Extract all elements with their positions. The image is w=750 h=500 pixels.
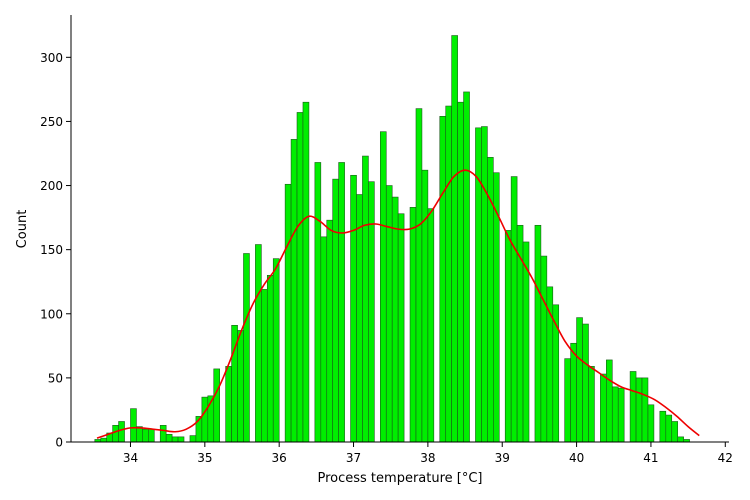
histogram-bar (439, 116, 447, 443)
histogram-bar (421, 169, 429, 443)
histogram-bar (671, 421, 678, 443)
histogram-bars (94, 35, 690, 443)
histogram-bar (112, 425, 119, 443)
histogram-bar (118, 421, 125, 443)
histogram-bar (397, 213, 405, 443)
x-tick-label: 42 (718, 451, 733, 465)
histogram-bar (332, 178, 339, 443)
histogram-bar (385, 185, 393, 443)
histogram-bar (362, 155, 369, 443)
histogram-bar (588, 366, 595, 443)
histogram-bar (629, 371, 637, 443)
histogram-bar (611, 386, 619, 443)
histogram-bar (243, 253, 250, 443)
histogram-bar (534, 224, 542, 443)
histogram-bar (415, 108, 423, 443)
histogram-bar (463, 91, 470, 443)
histogram-bar (130, 408, 137, 443)
histogram-bar (445, 105, 452, 443)
histogram-bar (576, 317, 583, 443)
histogram-bar (261, 289, 268, 443)
x-tick-label: 38 (420, 451, 435, 465)
kde-curve (96, 169, 700, 439)
histogram-bar (201, 396, 209, 443)
histogram-bar (510, 176, 518, 443)
histogram-bar (356, 194, 363, 443)
histogram-bar (272, 258, 280, 443)
histogram-bar (338, 162, 345, 443)
histogram-bar (659, 410, 667, 443)
histogram-bar (284, 183, 292, 443)
histogram-bar (368, 181, 375, 443)
histogram-bar (379, 131, 387, 443)
histogram-bar (647, 404, 655, 443)
histogram-bar (606, 359, 613, 443)
histogram-bar (171, 436, 179, 443)
histogram-bar (213, 368, 220, 443)
histogram-bar (600, 373, 607, 443)
y-axis-ticks: 0 50 100 150 200 250 300 (40, 51, 71, 450)
y-tick-label: 300 (40, 51, 63, 65)
histogram-bar (481, 126, 488, 443)
histogram-bar (326, 219, 334, 443)
y-axis-label: Count (15, 210, 30, 249)
x-axis-ticks: 34 35 36 37 38 39 40 41 42 (123, 442, 733, 465)
histogram-bar (635, 377, 643, 443)
histogram-bar (314, 162, 322, 443)
histogram-bar (617, 387, 625, 443)
histogram-bar (290, 139, 298, 443)
y-tick-label: 200 (40, 179, 63, 193)
x-axis-label: Process temperature [°C] (317, 471, 482, 486)
histogram-bar (451, 35, 458, 443)
histogram-bar (142, 428, 149, 443)
x-tick-label: 40 (569, 451, 584, 465)
histogram-bar (665, 414, 673, 443)
histogram-bar (540, 255, 548, 443)
y-tick-label: 100 (40, 307, 63, 321)
histogram-bar (582, 323, 589, 443)
histogram-bar (457, 101, 464, 443)
histogram-bar (641, 377, 649, 443)
histogram-bar (409, 207, 417, 443)
y-tick-label: 150 (40, 243, 63, 257)
y-tick-label: 0 (55, 436, 63, 450)
histogram-bar (296, 112, 304, 443)
histogram-bar (177, 436, 185, 443)
x-tick-label: 39 (495, 451, 510, 465)
x-tick-label: 34 (123, 451, 138, 465)
histogram-bar (504, 230, 512, 443)
histogram-bar (255, 244, 262, 443)
histogram-bar (677, 436, 684, 443)
y-tick-label: 50 (48, 371, 63, 385)
histogram-bar (266, 274, 274, 443)
histogram-bar (350, 174, 357, 443)
histogram-bar (475, 127, 482, 443)
histogram-bar (136, 426, 143, 443)
histogram-bar (189, 435, 197, 443)
histogram-bar (225, 366, 232, 443)
histogram-bar (427, 208, 435, 443)
y-tick-label: 250 (40, 115, 63, 129)
histogram-bar (320, 236, 328, 443)
histogram-bar (564, 358, 571, 443)
histogram-bar (570, 342, 577, 443)
histogram-bar (165, 434, 173, 443)
x-tick-label: 41 (643, 451, 658, 465)
x-tick-label: 37 (346, 451, 361, 465)
x-tick-label: 36 (272, 451, 287, 465)
histogram-bar (302, 101, 310, 443)
x-tick-label: 35 (197, 451, 212, 465)
histogram-bar (100, 437, 107, 443)
histogram-bar (391, 196, 399, 443)
histogram-bar (159, 425, 167, 443)
histogram-bar (148, 428, 155, 443)
histogram-bar (237, 330, 244, 443)
